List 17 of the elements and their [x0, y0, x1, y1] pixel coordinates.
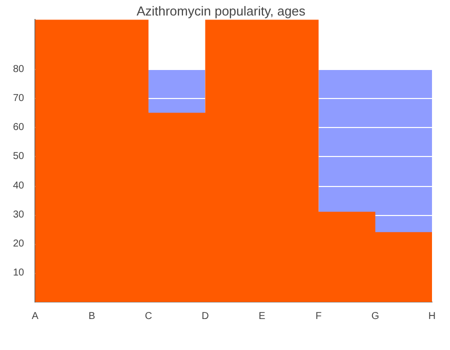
y-tick-label: 40: [13, 180, 25, 192]
y-tick-label: 70: [13, 92, 25, 104]
y-tick-label: 50: [13, 151, 25, 162]
x-tick-label: D: [202, 310, 209, 322]
chart-title: Azithromycin popularity, ages: [136, 3, 306, 18]
y-tick-label: 80: [13, 64, 25, 75]
x-tick-label: E: [258, 310, 266, 322]
x-tick-label: B: [88, 310, 96, 322]
y-tick-label: 10: [13, 268, 25, 279]
x-tick-label: A: [32, 310, 39, 322]
y-tick-label: 20: [13, 238, 25, 250]
x-tick-label: C: [144, 310, 152, 322]
x-tick-label: F: [316, 310, 322, 322]
y-tick-label: 60: [13, 122, 25, 134]
y-tick-label: 30: [13, 209, 25, 220]
x-tick-label: H: [428, 310, 436, 322]
x-tick-label: G: [371, 310, 380, 322]
